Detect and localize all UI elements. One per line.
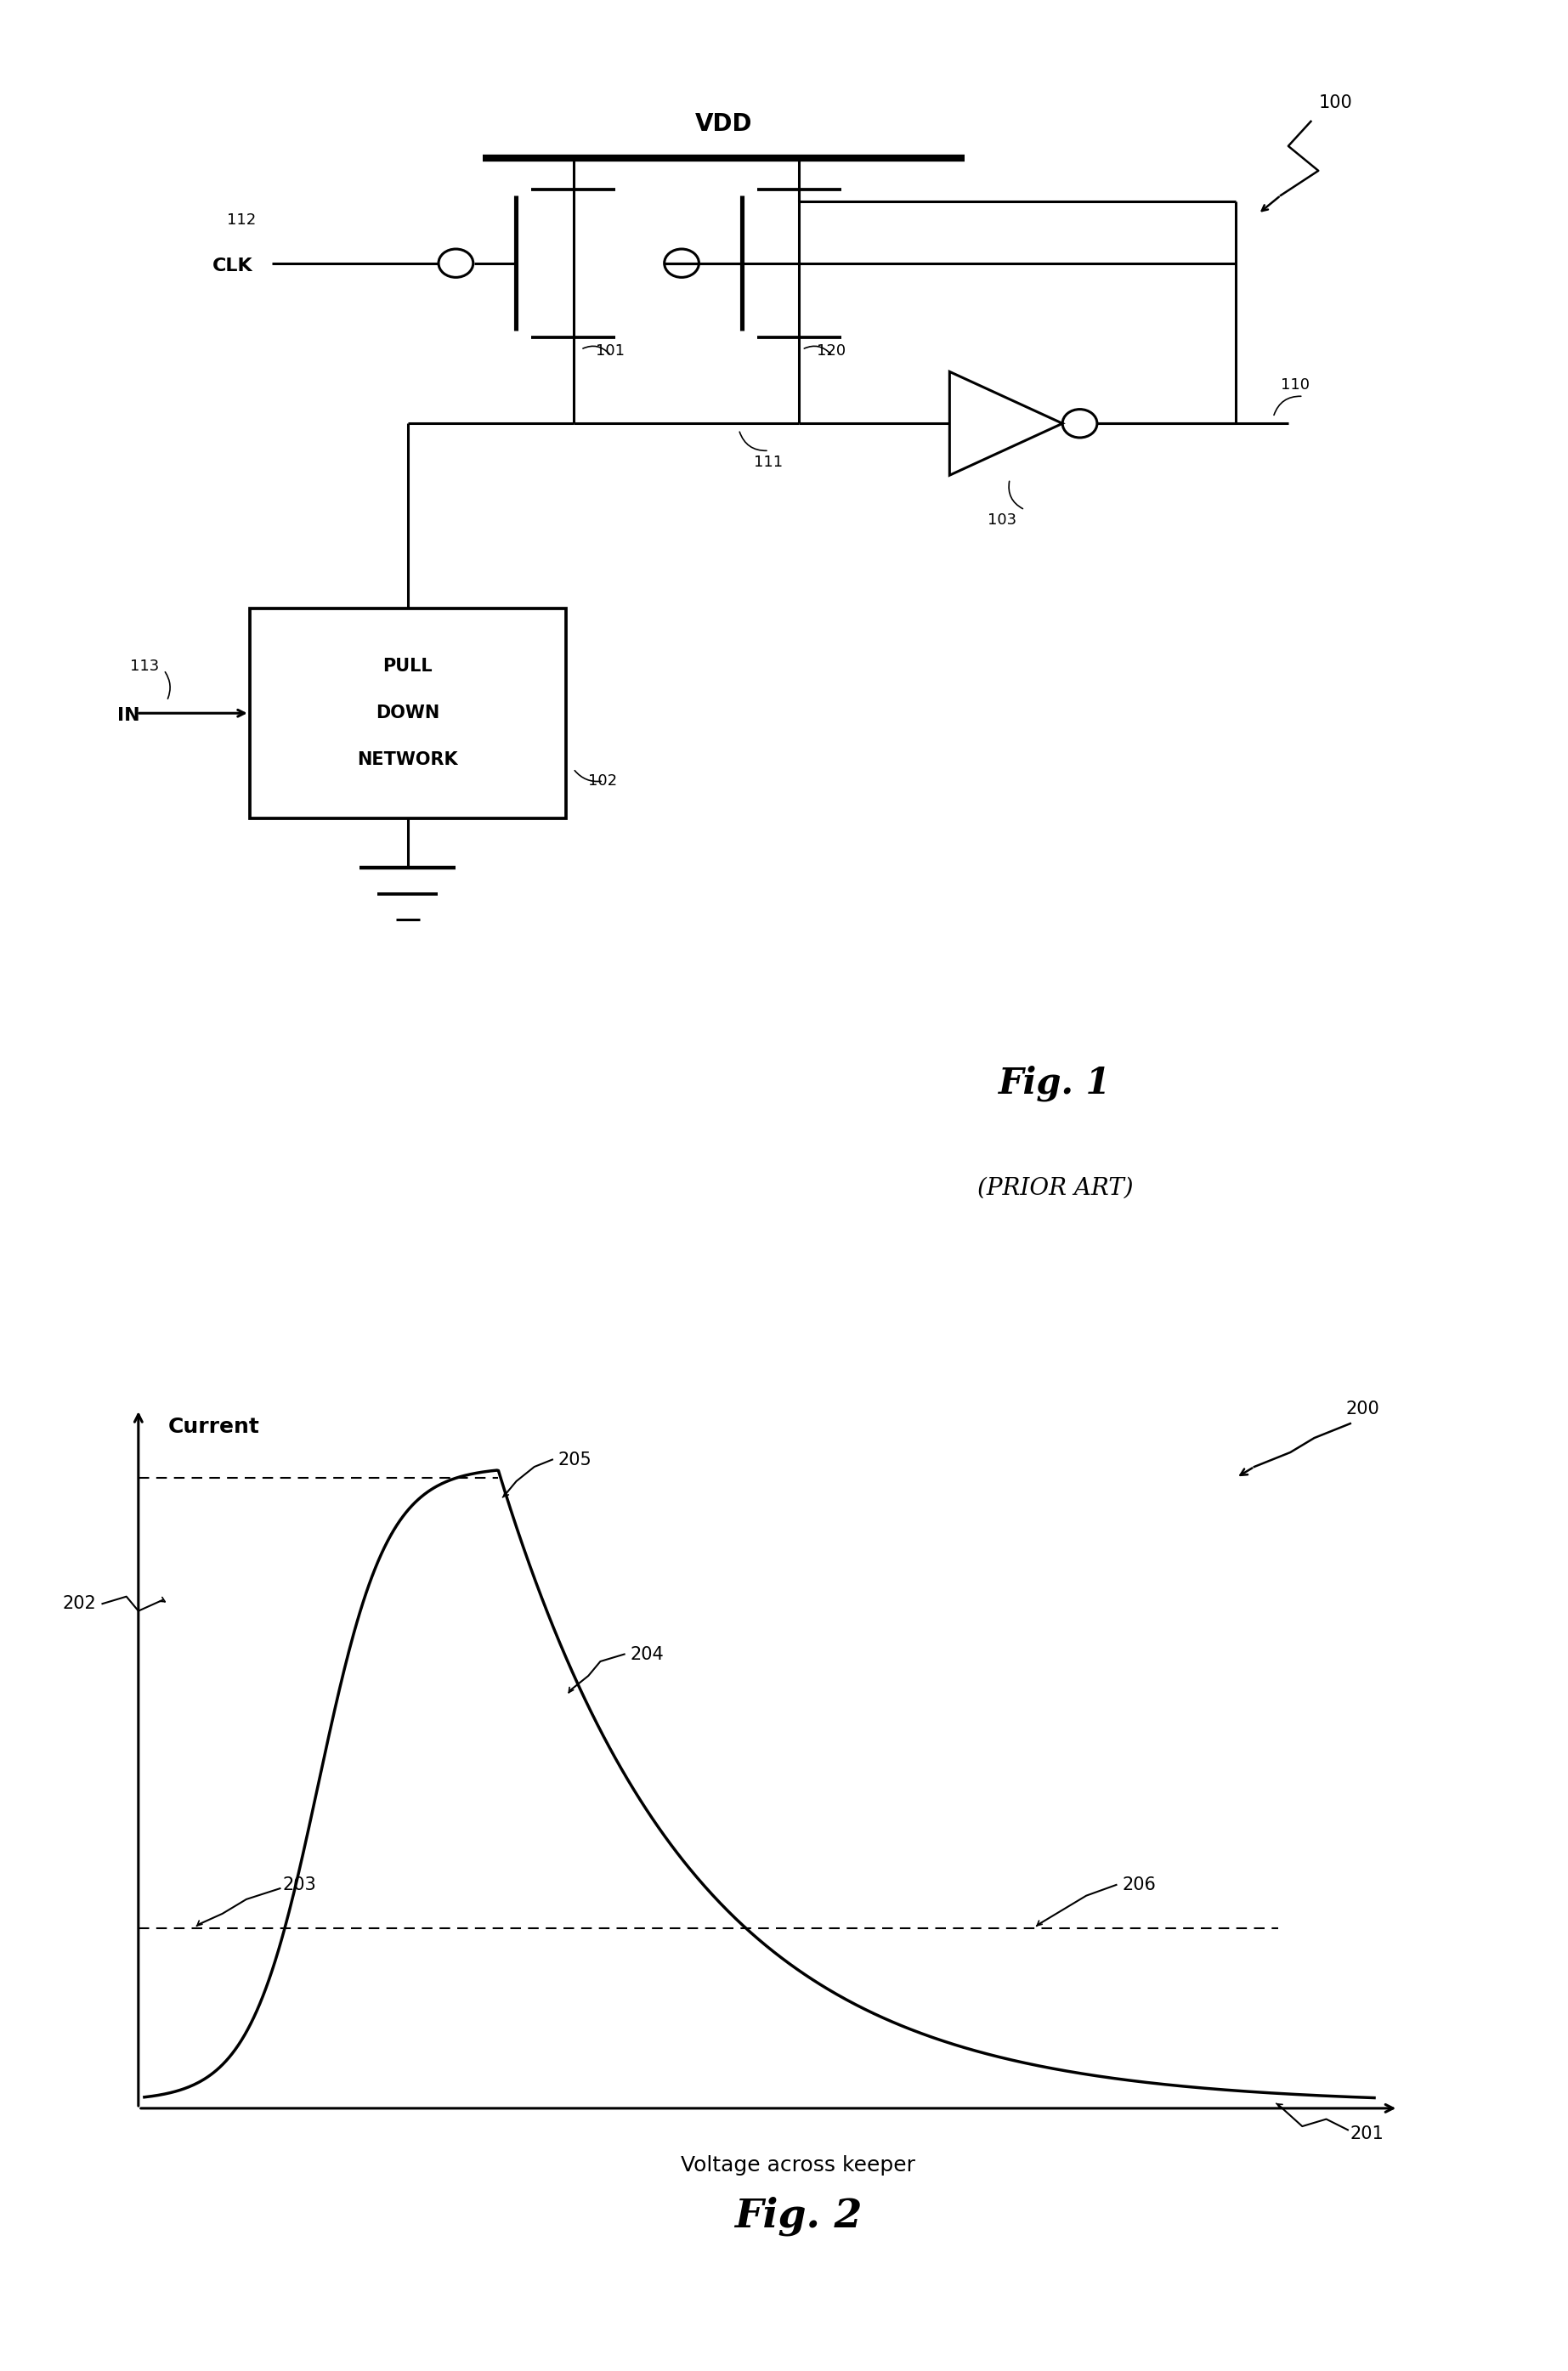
- Text: 202: 202: [63, 1596, 96, 1612]
- Text: 204: 204: [630, 1645, 665, 1662]
- Text: NETWORK: NETWORK: [358, 752, 458, 768]
- Text: 101: 101: [596, 344, 624, 358]
- Text: 100: 100: [1319, 95, 1352, 111]
- Text: 203: 203: [282, 1875, 317, 1894]
- Text: 205: 205: [558, 1451, 593, 1468]
- Text: 102: 102: [588, 773, 618, 790]
- Text: 112: 112: [227, 213, 256, 228]
- Text: (PRIOR ART): (PRIOR ART): [977, 1176, 1134, 1200]
- Text: 120: 120: [817, 344, 847, 358]
- Text: VDD: VDD: [695, 111, 753, 135]
- Text: Voltage across keeper: Voltage across keeper: [681, 2155, 916, 2177]
- Text: 103: 103: [988, 512, 1016, 526]
- Text: Fig. 1: Fig. 1: [999, 1065, 1112, 1100]
- Text: IN: IN: [118, 707, 140, 723]
- Text: CLK: CLK: [212, 256, 252, 275]
- Text: 111: 111: [754, 455, 782, 469]
- Text: 201: 201: [1350, 2124, 1385, 2141]
- Text: Fig. 2: Fig. 2: [734, 2196, 862, 2236]
- Text: PULL: PULL: [383, 657, 433, 676]
- Text: 206: 206: [1123, 1875, 1156, 1894]
- Bar: [249, 609, 566, 818]
- Text: 110: 110: [1281, 377, 1309, 394]
- Text: Current: Current: [168, 1415, 260, 1437]
- Text: DOWN: DOWN: [376, 704, 439, 721]
- Text: 200: 200: [1345, 1401, 1380, 1418]
- Text: 113: 113: [130, 659, 160, 673]
